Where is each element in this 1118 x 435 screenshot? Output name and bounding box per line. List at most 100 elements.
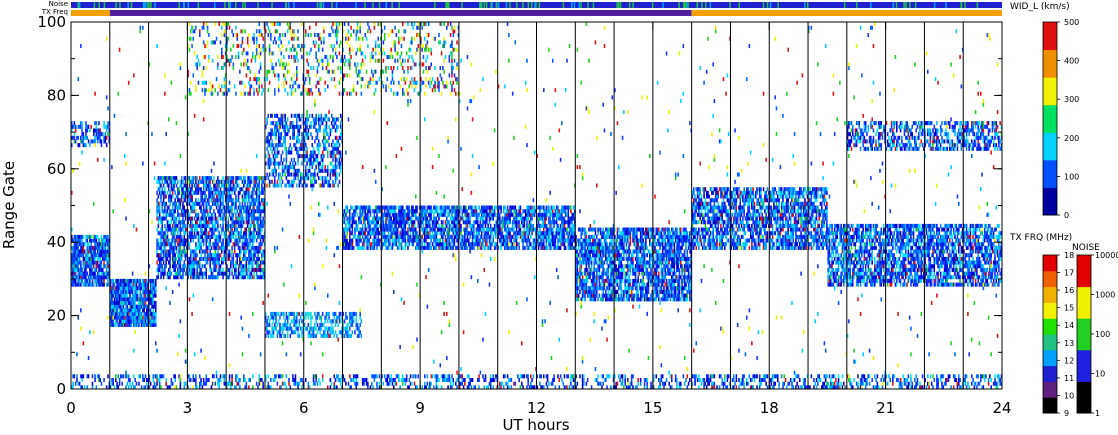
scatter-cell (570, 242, 572, 247)
scatter-cell (126, 308, 129, 313)
scatter-cell (138, 278, 140, 283)
scatter-cell (271, 143, 273, 148)
scatter-cell (165, 256, 167, 261)
scatter-cell (351, 212, 354, 217)
scatter-cell (248, 198, 250, 203)
scatter-cell (314, 139, 316, 144)
scatter-cell (403, 223, 405, 228)
scatter-cell (200, 231, 202, 236)
scatter-cell (346, 231, 348, 236)
scatter-cell (171, 231, 174, 236)
scatter-cell (134, 319, 136, 324)
scatter-cell (173, 179, 175, 184)
scatter-cell (152, 282, 155, 287)
scatter-cell (319, 128, 321, 133)
scatter-cell (254, 245, 257, 250)
scatter-cell (74, 271, 77, 276)
scatter-cell (407, 234, 409, 239)
scatter-cell (364, 227, 367, 232)
scatter-cell (415, 234, 417, 239)
scatter-cell (158, 216, 161, 221)
scatter-cell (581, 289, 584, 294)
scatter-cell (109, 293, 112, 298)
scatter-cell (190, 275, 192, 280)
scatter-cell (446, 220, 448, 225)
scatter-cell (121, 286, 123, 291)
noise-fleck (331, 2, 333, 8)
scatter-cell (347, 227, 350, 232)
scatter-cell (250, 253, 253, 258)
scatter-cell (311, 161, 314, 166)
scatter-cell (546, 238, 549, 243)
scatter-cell (489, 245, 492, 250)
scatter-cell (89, 275, 91, 280)
scatter-cell (515, 245, 518, 250)
scatter-cell (281, 121, 284, 126)
scatter-cell (122, 315, 125, 320)
scatter-cell (575, 256, 577, 261)
noise-strip-flecks (77, 2, 979, 8)
scatter-cell (293, 179, 295, 184)
scatter-cell (197, 187, 200, 192)
scatter-cell (93, 256, 95, 261)
scatter-cell (374, 209, 377, 214)
scatter-cell (78, 278, 81, 283)
scatter-cell (248, 212, 250, 217)
scatter-cell (183, 253, 186, 258)
scatter-cell (373, 223, 376, 228)
scatter-cell (191, 231, 193, 236)
scatter-cell (563, 220, 566, 225)
scatter-cell (96, 271, 99, 276)
scatter-cell (157, 205, 160, 210)
scatter-cell (505, 216, 508, 221)
scatter-cell (112, 293, 114, 298)
scatter-cell (588, 271, 590, 276)
scatter-cell (368, 227, 370, 232)
scatter-cell (177, 253, 179, 258)
scatter-cell (244, 275, 246, 280)
scatter-cell (217, 227, 219, 232)
scatter-cell (252, 231, 254, 236)
scatter-cell (477, 238, 479, 243)
scatter-cell (539, 205, 541, 210)
scatter-cell (286, 165, 289, 170)
scatter-cell (218, 198, 220, 203)
scatter-cell (338, 150, 341, 155)
scatter-cell (149, 311, 152, 316)
scatter-cell (134, 300, 136, 305)
scatter-cell (200, 216, 202, 221)
scatter-cell (213, 194, 215, 199)
scatter-cell (175, 220, 178, 225)
scatter-cell (179, 212, 182, 217)
scatter-cell (246, 176, 249, 181)
scatter-cell (464, 238, 466, 243)
scatter-cell (259, 242, 262, 247)
noise-fleck (183, 2, 185, 8)
scatter-cell (77, 245, 80, 250)
scatter-cell (327, 172, 329, 177)
scatter-cell (72, 245, 74, 250)
scatter-cell (231, 260, 233, 265)
scatter-cell (246, 183, 249, 188)
scatter-cell (489, 216, 492, 221)
scatter-cell (232, 212, 235, 217)
scatter-cell (521, 231, 523, 236)
scatter-cell (162, 231, 165, 236)
scatter-cell (226, 275, 228, 280)
scatter-cell (575, 234, 577, 239)
scatter-cell (465, 212, 467, 217)
scatter-cell (253, 249, 255, 254)
scatter-cell (188, 176, 191, 181)
scatter-cell (513, 216, 515, 221)
scatter-cell (356, 223, 359, 228)
scatter-cell (100, 238, 103, 243)
scatter-cell (340, 168, 342, 173)
scatter-cell (148, 319, 151, 324)
scatter-cell (495, 220, 497, 225)
scatter-cell (465, 227, 467, 232)
scatter-cell (332, 124, 334, 129)
scatter-cell (325, 176, 328, 181)
scatter-cell (87, 249, 90, 254)
scatter-cell (233, 231, 236, 236)
scatter-cell (473, 245, 475, 250)
